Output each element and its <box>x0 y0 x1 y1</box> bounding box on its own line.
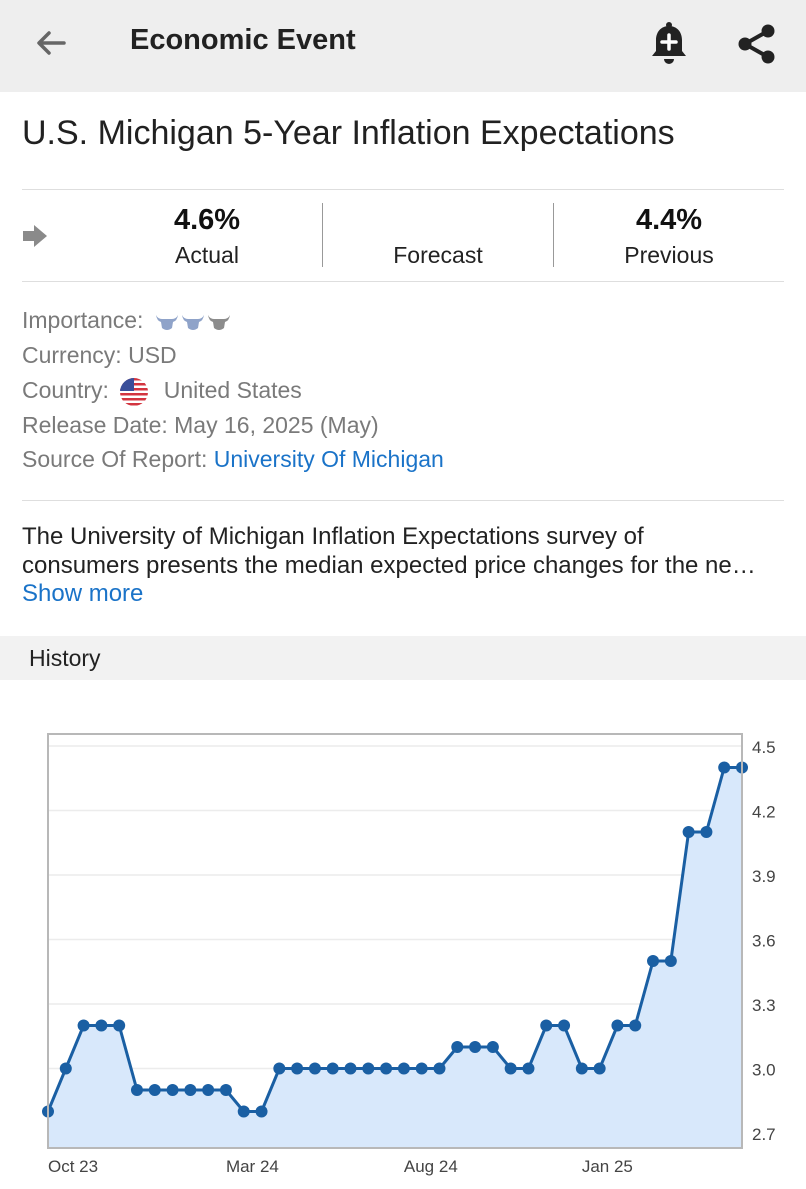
previous-stat: 4.4% Previous <box>554 190 784 282</box>
y-tick-label: 3.6 <box>752 932 776 951</box>
data-point <box>433 1062 446 1075</box>
app-bar-title: Economic Event <box>130 24 356 56</box>
importance-label: Importance: <box>22 307 144 333</box>
data-point <box>469 1041 482 1053</box>
description-line: The University of Michigan Inflation Exp… <box>22 523 644 550</box>
actual-stat: 4.6% Actual <box>92 190 322 282</box>
show-more-link[interactable]: Show more <box>22 580 144 607</box>
data-point <box>718 761 731 774</box>
bull-icon <box>155 314 178 330</box>
data-point <box>451 1041 464 1053</box>
data-point <box>308 1062 321 1075</box>
y-tick-label: 4.5 <box>752 738 776 757</box>
divider <box>22 500 784 501</box>
history-section-header: History <box>0 636 806 680</box>
chart-border <box>47 733 743 1149</box>
actual-value: 4.6% <box>173 204 241 236</box>
data-point <box>166 1084 179 1096</box>
data-point <box>700 826 713 838</box>
data-point <box>486 1041 499 1053</box>
country-value: United States <box>163 377 302 404</box>
release-date-row: Release Date: May 16, 2025 (May) <box>22 412 379 439</box>
release-date-value: May 16, 2025 (May) <box>174 412 379 438</box>
y-tick-label: 4.2 <box>752 803 776 822</box>
y-tick-label: 2.7 <box>752 1125 776 1144</box>
app-bar: Economic Event <box>0 0 806 92</box>
divider <box>22 281 784 282</box>
data-point <box>397 1062 410 1075</box>
forecast-label: Forecast <box>393 242 483 268</box>
add-alert-bell-icon[interactable] <box>644 20 694 70</box>
stat-separator <box>322 203 323 267</box>
history-chart: 4.5 4.2 3.9 3.6 3.3 3.0 2.7 Oct 23 Mar 24 Aug 24 J… <box>42 733 776 1176</box>
y-tick-label: 3.9 <box>752 867 776 886</box>
data-point <box>130 1084 143 1096</box>
data-point <box>522 1062 535 1075</box>
x-tick-label: Oct 23 <box>48 1157 98 1176</box>
data-point <box>291 1062 304 1075</box>
importance-bulls-icon <box>155 314 230 330</box>
country-row: Country: United States <box>22 377 302 407</box>
bull-icon <box>207 314 230 330</box>
previous-label: Previous <box>624 242 714 268</box>
x-tick-label: Jan 25 <box>582 1157 633 1176</box>
data-point <box>273 1062 286 1075</box>
data-point <box>611 1019 624 1032</box>
actual-label: Actual <box>175 242 239 268</box>
data-point <box>113 1019 126 1032</box>
currency-label: Currency: <box>22 342 122 368</box>
event-title: U.S. Michigan 5-Year Inflation Expectati… <box>22 114 675 152</box>
stat-separator <box>553 203 554 267</box>
data-point <box>415 1062 428 1075</box>
bull-icon <box>181 314 204 330</box>
data-point <box>575 1062 588 1075</box>
area-fill <box>48 767 742 1148</box>
importance-row: Importance: <box>22 307 232 334</box>
data-point <box>629 1019 642 1032</box>
data-point <box>540 1019 553 1032</box>
data-point <box>95 1019 108 1032</box>
share-icon[interactable] <box>732 20 782 70</box>
series-line <box>46 766 742 1113</box>
divider <box>22 189 784 190</box>
data-point <box>59 1062 72 1075</box>
data-point <box>326 1062 339 1075</box>
country-label: Country: <box>22 377 109 404</box>
description-line: consumers presents the median expected p… <box>22 552 756 579</box>
trend-arrow-icon <box>23 225 47 247</box>
data-point <box>504 1062 517 1075</box>
data-point <box>219 1084 232 1096</box>
us-flag-icon <box>120 378 149 406</box>
event-description: The University of Michigan Inflation Exp… <box>22 522 784 580</box>
event-stats: 4.6% Actual Forecast 4.4% Previous <box>22 190 784 282</box>
data-point <box>148 1084 161 1096</box>
data-point <box>362 1062 375 1075</box>
y-tick-label: 3.0 <box>752 1061 776 1080</box>
currency-row: Currency: USD <box>22 342 177 369</box>
data-point <box>380 1062 393 1075</box>
source-label: Source Of Report: <box>22 446 208 472</box>
back-arrow-icon[interactable] <box>30 22 72 64</box>
data-point <box>664 955 677 967</box>
source-link[interactable]: University Of Michigan <box>213 446 444 472</box>
data-point <box>77 1019 90 1032</box>
source-row: Source Of Report: University Of Michigan <box>22 446 444 473</box>
previous-value: 4.4% <box>635 204 703 236</box>
data-point <box>237 1105 250 1118</box>
data-point <box>344 1062 357 1075</box>
data-point <box>255 1105 268 1118</box>
y-tick-label: 3.3 <box>752 996 776 1015</box>
currency-value: USD <box>128 342 177 368</box>
x-tick-label: Mar 24 <box>226 1157 279 1176</box>
data-point <box>647 955 660 967</box>
history-title: History <box>29 645 101 671</box>
data-point <box>202 1084 215 1096</box>
data-point <box>184 1084 197 1096</box>
x-tick-label: Aug 24 <box>404 1157 458 1176</box>
data-point <box>593 1062 606 1075</box>
release-date-label: Release Date: <box>22 412 168 438</box>
data-point <box>682 826 695 838</box>
forecast-stat: Forecast <box>323 190 553 282</box>
data-point <box>558 1019 571 1032</box>
